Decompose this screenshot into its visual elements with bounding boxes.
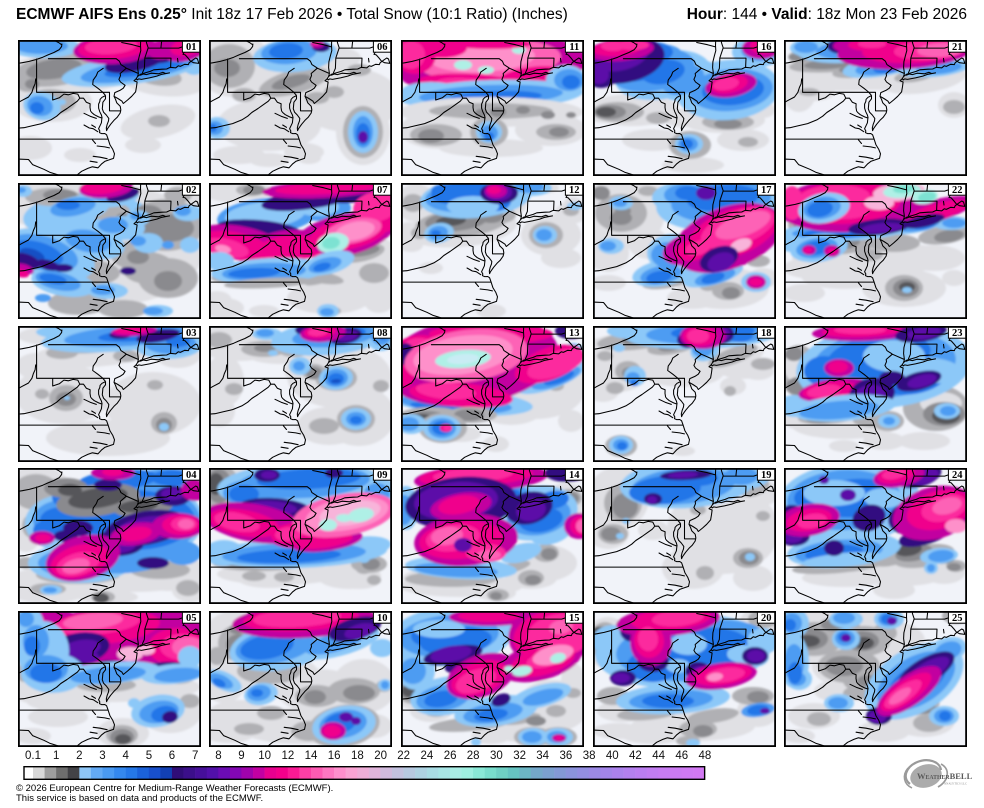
svg-text:10: 10 — [377, 613, 388, 624]
svg-text:25: 25 — [952, 613, 963, 624]
svg-text:09: 09 — [377, 470, 388, 481]
svg-text:18: 18 — [761, 328, 772, 339]
svg-text:17: 17 — [761, 185, 772, 196]
svg-text:21: 21 — [952, 42, 963, 53]
svg-text:11: 11 — [569, 42, 579, 53]
svg-text:19: 19 — [761, 470, 772, 481]
svg-text:23: 23 — [952, 328, 963, 339]
svg-text:16: 16 — [761, 42, 772, 53]
svg-text:07: 07 — [377, 185, 388, 196]
svg-text:20: 20 — [761, 613, 772, 624]
svg-text:02: 02 — [186, 185, 197, 196]
svg-text:01: 01 — [186, 42, 197, 53]
svg-text:15: 15 — [569, 613, 580, 624]
svg-text:WEATHERBELL: WEATHERBELL — [917, 771, 973, 781]
svg-text:14: 14 — [569, 470, 580, 481]
svg-text:06: 06 — [377, 42, 388, 53]
svg-text:22: 22 — [952, 185, 963, 196]
svg-text:03: 03 — [186, 328, 197, 339]
svg-text:12: 12 — [569, 185, 580, 196]
svg-text:04: 04 — [186, 470, 197, 481]
svg-text:05: 05 — [186, 613, 197, 624]
svg-text:ANALYTICS LLC: ANALYTICS LLC — [944, 782, 967, 786]
svg-text:13: 13 — [569, 328, 580, 339]
svg-text:24: 24 — [952, 470, 963, 481]
svg-text:08: 08 — [377, 328, 388, 339]
